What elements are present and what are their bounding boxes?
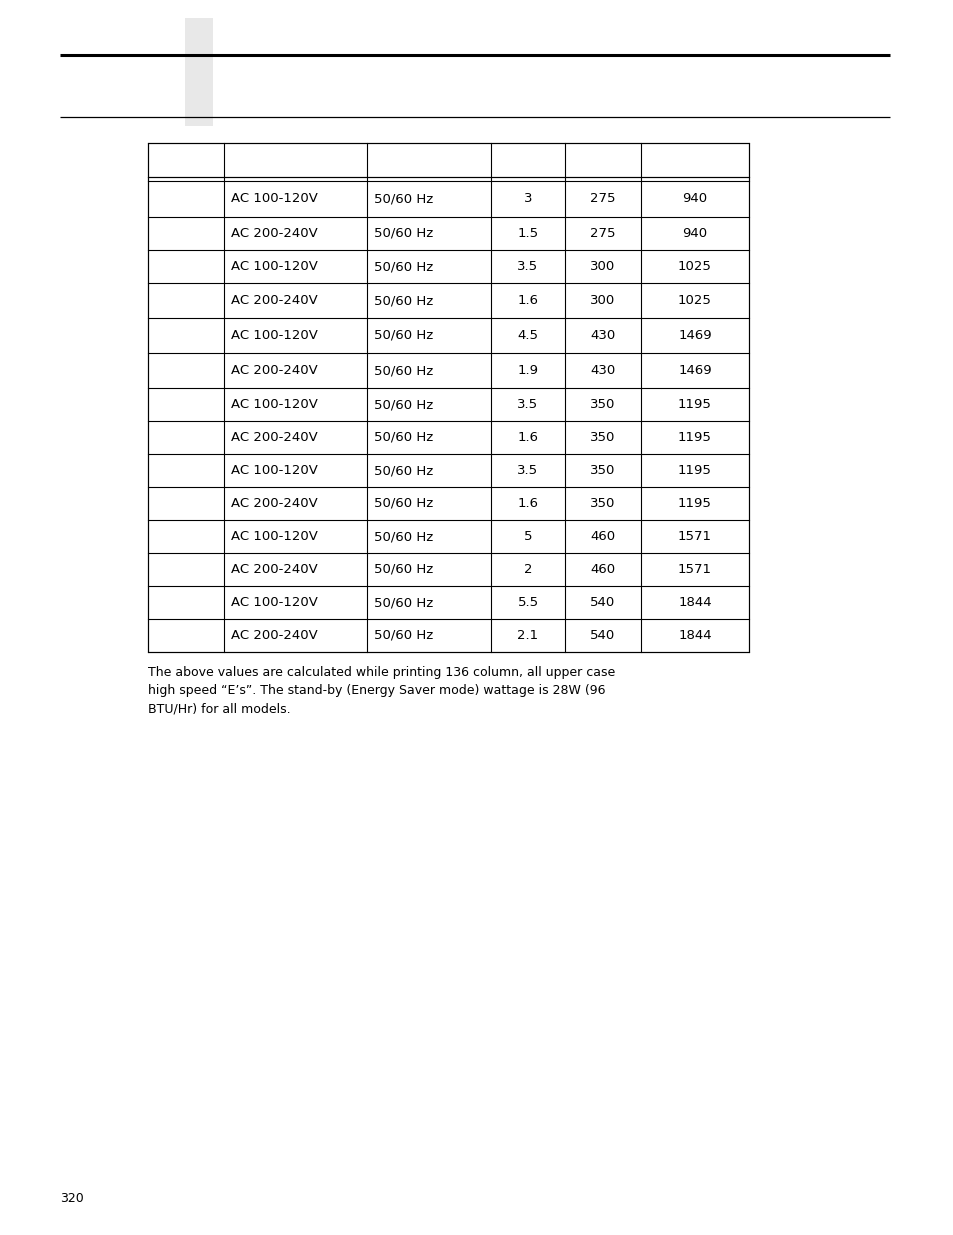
Text: The above values are calculated while printing 136 column, all upper case
high s: The above values are calculated while pr…	[148, 666, 615, 715]
Text: 1195: 1195	[678, 398, 711, 411]
Text: 350: 350	[590, 496, 615, 510]
Text: 50/60 Hz: 50/60 Hz	[374, 398, 433, 411]
Text: 1.5: 1.5	[517, 227, 538, 240]
Text: 1844: 1844	[678, 629, 711, 642]
Text: 3: 3	[523, 193, 532, 205]
Bar	[185, 19, 213, 126]
Text: 540: 540	[590, 597, 615, 609]
Text: AC 200-240V: AC 200-240V	[231, 364, 317, 377]
Text: 1469: 1469	[678, 329, 711, 342]
Text: AC 100-120V: AC 100-120V	[231, 261, 317, 273]
Text: 50/60 Hz: 50/60 Hz	[374, 261, 433, 273]
Text: 50/60 Hz: 50/60 Hz	[374, 364, 433, 377]
Text: 1469: 1469	[678, 364, 711, 377]
Text: 1195: 1195	[678, 431, 711, 445]
Text: 2.1: 2.1	[517, 629, 538, 642]
Text: 1.9: 1.9	[517, 364, 538, 377]
Text: 2: 2	[523, 563, 532, 576]
Text: 1195: 1195	[678, 496, 711, 510]
Text: 5.5: 5.5	[517, 597, 538, 609]
Text: AC 200-240V: AC 200-240V	[231, 629, 317, 642]
Text: 5: 5	[523, 530, 532, 543]
Text: AC 100-120V: AC 100-120V	[231, 398, 317, 411]
Text: 50/60 Hz: 50/60 Hz	[374, 294, 433, 308]
Text: 460: 460	[590, 563, 615, 576]
Text: 50/60 Hz: 50/60 Hz	[374, 629, 433, 642]
Text: 1.6: 1.6	[517, 431, 538, 445]
Text: 430: 430	[590, 364, 615, 377]
Text: 350: 350	[590, 431, 615, 445]
Text: 50/60 Hz: 50/60 Hz	[374, 597, 433, 609]
Text: AC 200-240V: AC 200-240V	[231, 496, 317, 510]
Text: 320: 320	[60, 1192, 84, 1205]
Text: 50/60 Hz: 50/60 Hz	[374, 227, 433, 240]
Text: 4.5: 4.5	[517, 329, 538, 342]
Text: 1.6: 1.6	[517, 496, 538, 510]
Text: 50/60 Hz: 50/60 Hz	[374, 563, 433, 576]
Text: AC 100-120V: AC 100-120V	[231, 329, 317, 342]
Text: 50/60 Hz: 50/60 Hz	[374, 496, 433, 510]
Text: 1195: 1195	[678, 464, 711, 477]
Text: 3.5: 3.5	[517, 398, 538, 411]
Text: 300: 300	[590, 261, 615, 273]
Text: AC 100-120V: AC 100-120V	[231, 530, 317, 543]
Text: 1025: 1025	[678, 261, 711, 273]
Text: 50/60 Hz: 50/60 Hz	[374, 431, 433, 445]
Text: 1571: 1571	[678, 563, 711, 576]
Text: 350: 350	[590, 398, 615, 411]
Text: 275: 275	[590, 227, 615, 240]
Text: 460: 460	[590, 530, 615, 543]
Text: 430: 430	[590, 329, 615, 342]
Text: 940: 940	[681, 227, 707, 240]
Text: AC 200-240V: AC 200-240V	[231, 563, 317, 576]
Text: 1571: 1571	[678, 530, 711, 543]
Text: 350: 350	[590, 464, 615, 477]
Text: 50/60 Hz: 50/60 Hz	[374, 464, 433, 477]
Text: 3.5: 3.5	[517, 464, 538, 477]
Text: AC 200-240V: AC 200-240V	[231, 294, 317, 308]
Text: 50/60 Hz: 50/60 Hz	[374, 329, 433, 342]
Text: AC 200-240V: AC 200-240V	[231, 431, 317, 445]
Text: AC 100-120V: AC 100-120V	[231, 464, 317, 477]
Text: 540: 540	[590, 629, 615, 642]
Text: AC 100-120V: AC 100-120V	[231, 597, 317, 609]
Text: 50/60 Hz: 50/60 Hz	[374, 193, 433, 205]
Text: AC 100-120V: AC 100-120V	[231, 193, 317, 205]
Text: 1.6: 1.6	[517, 294, 538, 308]
Text: 940: 940	[681, 193, 707, 205]
Text: 300: 300	[590, 294, 615, 308]
Text: 50/60 Hz: 50/60 Hz	[374, 530, 433, 543]
Text: 1025: 1025	[678, 294, 711, 308]
Text: 275: 275	[590, 193, 615, 205]
Bar	[148, 143, 748, 652]
Text: AC 200-240V: AC 200-240V	[231, 227, 317, 240]
Text: 3.5: 3.5	[517, 261, 538, 273]
Text: 1844: 1844	[678, 597, 711, 609]
